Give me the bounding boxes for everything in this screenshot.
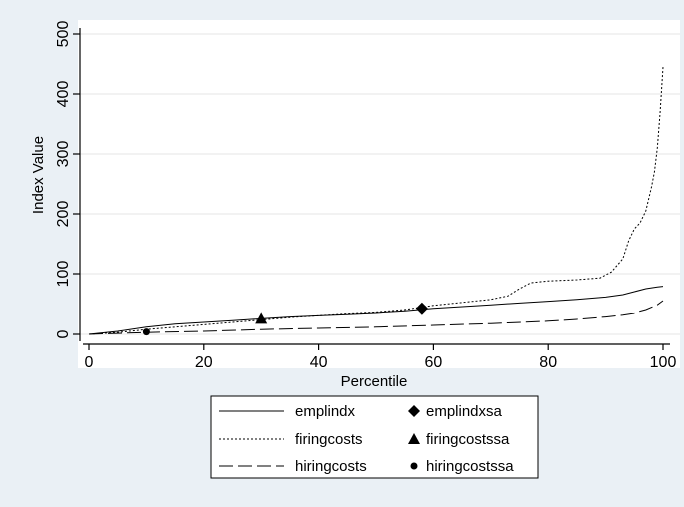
legend-label-firingcostssa: firingcostssa [426,431,510,448]
series-markers [142,302,428,336]
series-line-firingcosts [88,66,664,335]
x-tick-label-100: 100 [650,354,677,371]
y-tick-label-500: 500 [55,21,72,48]
legend-label-hiringcostssa: hiringcostssa [426,458,514,475]
y-axis-label: Index Value [30,136,47,214]
axes [79,28,670,345]
y-tick-label-100: 100 [55,261,72,288]
x-tick-label-20: 20 [195,354,213,371]
x-tick-label-60: 60 [425,354,443,371]
legend: emplindx emplindxsa firingcosts firingco… [210,395,539,479]
legend-label-emplindx: emplindx [295,403,356,420]
marker-hiringcostssa [142,328,150,336]
marker-emplindxsa [415,302,428,315]
legend-marker-firingcostssa [408,433,420,444]
x-tick-label-0: 0 [85,354,94,371]
grid [80,33,680,335]
legend-marker-hiringcostssa [410,462,418,470]
x-tick-label-40: 40 [310,354,328,371]
y-tick-label-0: 0 [55,329,72,338]
legend-marker-emplindxsa [408,405,420,417]
y-tick-label-400: 400 [55,81,72,108]
y-tick-label-200: 200 [55,201,72,228]
legend-label-firingcosts: firingcosts [295,431,363,448]
legend-box [210,395,539,479]
y-ticks: 0 100 200 300 400 500 [55,21,80,338]
series-line-hiringcosts [88,300,664,335]
legend-label-hiringcosts: hiringcosts [295,458,367,475]
plot-area [78,20,680,368]
x-ticks: 0 20 40 60 80 100 [85,344,677,371]
marker-firingcostssa [255,312,268,324]
x-tick-label-80: 80 [539,354,557,371]
y-tick-label-300: 300 [55,141,72,168]
legend-label-emplindxsa: emplindxsa [426,403,503,420]
x-axis-label: Percentile [341,373,408,390]
